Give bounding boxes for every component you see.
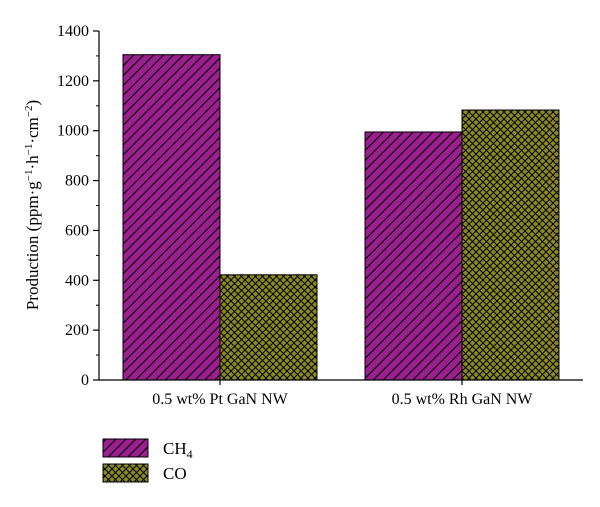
- y-tick-label: 1400: [57, 23, 89, 40]
- x-category-label: 0.5 wt% Rh GaN NW: [392, 391, 534, 408]
- y-tick-label: 200: [65, 322, 89, 339]
- bar-ch4-2: [364, 131, 463, 381]
- y-tick-label: 0: [81, 372, 89, 389]
- legend-swatch-ch4: [102, 438, 149, 458]
- y-tick-label: 400: [65, 272, 89, 289]
- y-tick-label: 600: [65, 222, 89, 239]
- legend-label-co: CO: [163, 464, 187, 483]
- axes-layer: 0.5 wt% Pt GaN NW 0.5 wt% Rh GaN NW 0 200 40…: [57, 23, 583, 408]
- y-axis-title: Production (ppm·g−1·h−1·cm−2): [23, 100, 42, 310]
- x-category-label: 0.5 wt% Pt GaN NW: [152, 391, 288, 408]
- y-tick-label: 800: [65, 173, 89, 190]
- bars-layer: [122, 54, 560, 381]
- y-tick-label: 1200: [57, 73, 89, 90]
- bar-co-1: [219, 274, 318, 381]
- bar-ch4-1: [122, 54, 221, 381]
- legend-swatch-co: [102, 463, 149, 483]
- legend-label-ch4: CH4: [163, 439, 193, 461]
- y-tick-label: 1000: [57, 123, 89, 140]
- legend: CH4 CO: [102, 438, 193, 483]
- bar-co-2: [461, 109, 560, 381]
